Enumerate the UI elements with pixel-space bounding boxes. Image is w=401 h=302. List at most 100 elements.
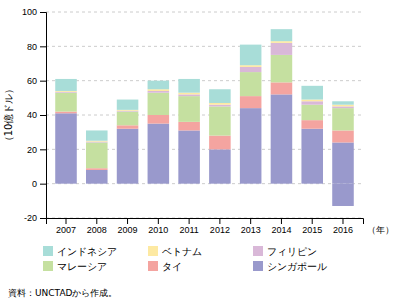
tick: 2010: [148, 218, 168, 235]
tick-mark: [312, 218, 313, 224]
tick-label: 2015: [302, 225, 322, 235]
bar-series: [55, 41, 354, 141]
tick-label: 80: [27, 42, 37, 52]
bar: [301, 105, 323, 120]
bar: [332, 108, 354, 130]
tick-label: 2014: [271, 225, 291, 235]
legend-swatch: [253, 246, 263, 256]
bar-series: [55, 43, 354, 143]
bar: [301, 129, 323, 184]
tick-label: 0: [32, 179, 37, 189]
bar: [332, 184, 354, 206]
tick-mark: [40, 12, 46, 13]
bar: [86, 130, 108, 140]
tick: 60: [27, 76, 46, 86]
bar: [86, 141, 108, 143]
bar: [178, 130, 200, 183]
legend-label: ベトナム: [162, 246, 202, 257]
tick-mark: [66, 218, 67, 224]
tick-mark: [219, 218, 220, 224]
bar: [117, 112, 139, 126]
legend-swatch: [43, 261, 53, 271]
bar: [86, 168, 108, 170]
bar: [55, 93, 77, 112]
legend-label: フィリピン: [267, 246, 317, 257]
legend-item: インドネシア: [43, 246, 117, 257]
tick-label: 2016: [333, 225, 353, 235]
bar: [209, 105, 231, 107]
tick-mark: [96, 218, 97, 224]
tick: 80: [27, 42, 46, 52]
bar: [332, 106, 354, 108]
tick: 2014: [271, 218, 291, 235]
tick-label: 2007: [56, 225, 76, 235]
tick-mark: [40, 46, 46, 47]
bar: [209, 149, 231, 183]
bar: [332, 105, 354, 107]
plot: -200204060801002007200820092010201120122…: [3, 7, 394, 235]
bar: [271, 41, 293, 43]
bar: [117, 110, 139, 112]
chart: -200204060801002007200820092010201120122…: [0, 0, 401, 302]
tick-label: 2008: [87, 225, 107, 235]
grid-line: [46, 12, 363, 13]
bar: [271, 55, 293, 82]
tick-label: -20: [24, 213, 37, 223]
tick-label: 2011: [179, 225, 198, 235]
legend-item: タイ: [148, 261, 182, 272]
tick: 2016: [333, 218, 353, 235]
axis-line: [47, 219, 364, 225]
tick-label: 2009: [118, 225, 138, 235]
bar: [55, 79, 77, 91]
tick: 2007: [56, 218, 76, 235]
tick-mark: [40, 184, 46, 185]
tick: 2009: [118, 218, 138, 235]
x-axis: 2007 2008 2009 2010 2011 2012 2013 2014 2015 2016: [47, 218, 364, 235]
bar: [178, 122, 200, 131]
legend-item: マレーシア: [43, 261, 107, 272]
legend-swatch: [43, 246, 53, 256]
legend-item: ベトナム: [148, 246, 202, 257]
tick-label: 60: [27, 76, 37, 86]
bar: [271, 43, 293, 55]
tick-label: 2013: [241, 225, 261, 235]
tick: 20: [27, 145, 46, 155]
tick-mark: [189, 218, 190, 224]
legend-swatch: [148, 246, 158, 256]
bar: [55, 113, 77, 183]
legend-item: フィリピン: [253, 246, 317, 257]
bar: [240, 67, 262, 72]
bar: [240, 108, 262, 184]
tick-mark: [342, 218, 343, 224]
bar: [271, 82, 293, 94]
tick-label: 2012: [210, 225, 230, 235]
grid: [46, 12, 363, 218]
tick-mark: [40, 149, 46, 150]
bar: [178, 93, 200, 95]
bar: [240, 96, 262, 108]
bar: [148, 115, 170, 124]
bar: [209, 136, 231, 150]
tick: 2012: [210, 218, 230, 235]
legend-swatch: [253, 261, 263, 271]
bar: [240, 72, 262, 96]
bar: [117, 125, 139, 128]
bar: [178, 96, 200, 122]
tick-mark: [40, 218, 46, 219]
tick-label: 100: [22, 7, 37, 17]
bar-series: [55, 29, 354, 141]
bar: [240, 65, 262, 67]
tick: 40: [27, 110, 46, 120]
bar: [148, 93, 170, 115]
legend-label: マレーシア: [57, 261, 107, 272]
grid-line: [46, 80, 363, 81]
legend-label: タイ: [162, 261, 182, 272]
bar-series: [55, 82, 354, 170]
legend-swatch: [148, 261, 158, 271]
bar: [86, 142, 108, 168]
tick: 2013: [241, 218, 261, 235]
bar: [301, 101, 323, 104]
tick-mark: [281, 218, 282, 224]
axis-line: [40, 13, 47, 219]
bar: [117, 129, 139, 184]
